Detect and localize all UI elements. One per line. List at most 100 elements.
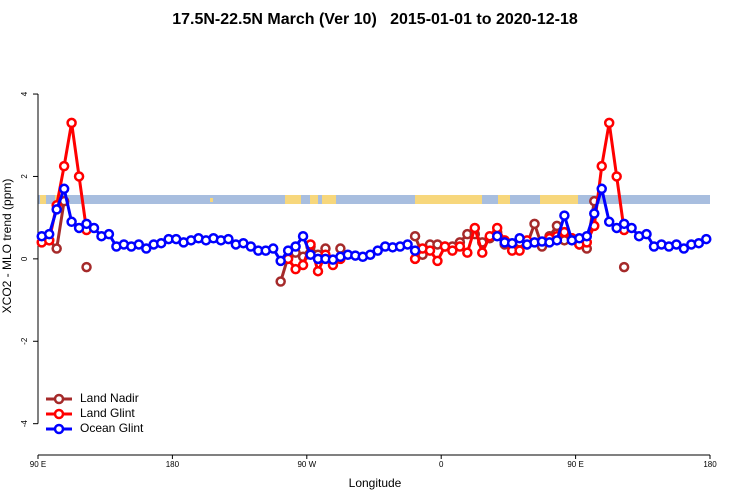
data-point — [335, 243, 346, 254]
data-point — [439, 241, 451, 252]
data-point — [290, 263, 301, 275]
data-point — [618, 218, 630, 230]
legend-label: Ocean Glint — [80, 421, 144, 435]
data-point — [529, 218, 540, 230]
data-point — [290, 241, 301, 252]
data-point — [491, 222, 503, 234]
legend-label: Land Glint — [80, 406, 135, 420]
data-point — [267, 243, 279, 254]
x-tick-label: 90 E — [30, 460, 46, 469]
data-point — [312, 265, 324, 277]
data-point — [245, 241, 257, 252]
data-point — [58, 183, 70, 195]
data-point — [603, 216, 615, 228]
data-point — [223, 233, 234, 245]
data-point — [409, 230, 421, 242]
data-point — [297, 259, 309, 271]
y-tick-label: 2 — [20, 174, 29, 179]
data-point — [603, 117, 615, 129]
y-tick-label: 0 — [20, 256, 29, 261]
data-point — [66, 117, 77, 129]
data-point — [58, 160, 70, 172]
land-band — [415, 195, 482, 204]
data-point — [155, 237, 167, 249]
land-band — [540, 195, 578, 204]
data-point — [275, 276, 286, 287]
land-band — [498, 195, 510, 204]
data-point — [596, 160, 607, 172]
data-point — [589, 208, 600, 219]
data-point — [693, 237, 705, 249]
data-point — [297, 230, 309, 242]
land-band — [285, 195, 301, 204]
data-point — [469, 222, 481, 234]
data-point — [559, 210, 570, 221]
x-tick-label: 0 — [439, 460, 444, 469]
x-tick-label: 180 — [166, 460, 180, 469]
data-point — [491, 230, 503, 242]
data-point — [409, 253, 421, 265]
data-point — [81, 218, 92, 230]
land-band — [310, 195, 318, 204]
data-point — [365, 249, 376, 260]
data-point — [514, 245, 525, 256]
data-point — [462, 247, 473, 258]
data-point — [454, 241, 466, 252]
data-point — [51, 243, 62, 254]
y-tick-label: -2 — [20, 337, 29, 345]
legend-marker — [53, 408, 65, 420]
data-point — [88, 222, 100, 234]
data-point — [51, 204, 62, 215]
data-point — [618, 261, 630, 273]
series — [36, 182, 712, 267]
data-point — [141, 243, 152, 254]
data-point — [581, 230, 593, 242]
x-tick-label: 180 — [703, 460, 717, 469]
data-point — [282, 245, 294, 256]
x-tick-label: 90 W — [297, 460, 316, 469]
data-point — [514, 233, 525, 244]
data-point — [678, 243, 690, 254]
data-point — [506, 237, 518, 249]
data-point — [81, 261, 92, 273]
legend-marker — [53, 393, 65, 405]
land-band — [322, 195, 336, 204]
data-point — [305, 249, 316, 260]
data-point — [671, 239, 682, 250]
x-axis-label: Longitude — [349, 476, 402, 490]
data-point — [432, 255, 443, 267]
data-point — [73, 222, 85, 234]
data-point — [611, 171, 622, 182]
data-point — [596, 183, 607, 195]
data-point — [133, 239, 145, 250]
land-band — [40, 195, 46, 204]
y-tick-label: -4 — [20, 420, 29, 428]
data-point — [611, 222, 622, 234]
x-tick-label: 90 E — [567, 460, 583, 469]
data-point — [551, 235, 563, 246]
data-point — [626, 222, 637, 234]
data-point — [275, 255, 286, 267]
data-point — [641, 228, 652, 240]
data-point — [701, 233, 712, 245]
data-point — [66, 216, 77, 228]
land-band — [210, 198, 213, 202]
data-point — [477, 247, 488, 258]
data-point — [73, 171, 85, 182]
y-tick-label: 4 — [20, 91, 29, 96]
legend-label: Land Nadir — [80, 391, 139, 405]
data-point — [372, 245, 383, 256]
land-mask — [38, 195, 710, 204]
y-axis-label: XCO2 - MLO trend (ppm) — [0, 179, 14, 314]
legend-marker — [53, 423, 65, 435]
chart-title: 17.5N-22.5N March (Ver 10) 2015-01-01 to… — [172, 11, 578, 28]
data-point — [402, 239, 413, 250]
ocean-band — [38, 195, 710, 204]
data-point — [447, 245, 458, 256]
data-point — [103, 228, 115, 240]
data-point — [43, 228, 55, 240]
data-point — [409, 245, 421, 256]
data-point — [424, 245, 436, 256]
